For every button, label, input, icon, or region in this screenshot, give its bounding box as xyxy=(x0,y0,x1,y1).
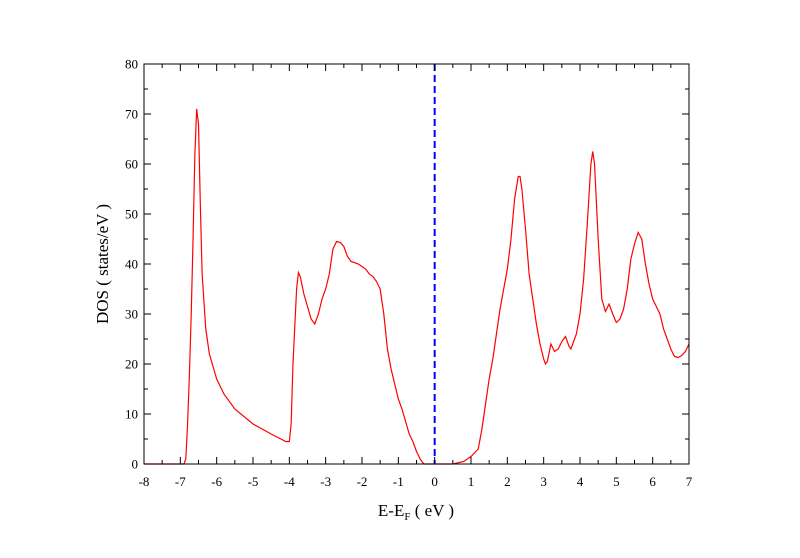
x-tick-label: 5 xyxy=(613,474,620,489)
x-tick-label: -3 xyxy=(320,474,331,489)
y-tick-label: 30 xyxy=(125,307,138,322)
line xyxy=(144,108,690,465)
y-tick-label: 20 xyxy=(125,357,138,372)
x-tick-label: -7 xyxy=(175,474,186,489)
y-tick-label: 40 xyxy=(125,257,138,272)
x-tick-label: 6 xyxy=(649,474,656,489)
y-tick-label: 50 xyxy=(125,207,138,222)
x-tick-label: -4 xyxy=(284,474,295,489)
x-tick-label: 3 xyxy=(540,474,547,489)
x-tick-label: -8 xyxy=(139,474,150,489)
x-axis-label: E-EF ( eV ) xyxy=(378,501,454,523)
x-tick-label: 1 xyxy=(468,474,475,489)
x-tick-label: 7 xyxy=(686,474,693,489)
y-tick-label: 80 xyxy=(125,57,138,72)
x-label-sub: F xyxy=(404,511,410,523)
y-tick-label: 60 xyxy=(125,157,138,172)
y-tick-label: 10 xyxy=(125,407,138,422)
x-tick-label: -6 xyxy=(211,474,222,489)
x-label-main: E-E xyxy=(378,501,404,520)
x-tick-label: 0 xyxy=(431,474,438,489)
x-tick-label: -2 xyxy=(357,474,368,489)
x-label-rest: ( eV ) xyxy=(410,501,454,520)
x-tick-label: -1 xyxy=(393,474,404,489)
x-tick-label: 4 xyxy=(577,474,584,489)
plot-frame xyxy=(143,63,690,465)
y-axis-label: DOS ( states/eV ) xyxy=(93,204,112,324)
y-tick-label: 70 xyxy=(125,107,138,122)
y-tick-label: 0 xyxy=(132,457,139,472)
x-tick-label: 2 xyxy=(504,474,511,489)
x-tick-label: -5 xyxy=(248,474,259,489)
